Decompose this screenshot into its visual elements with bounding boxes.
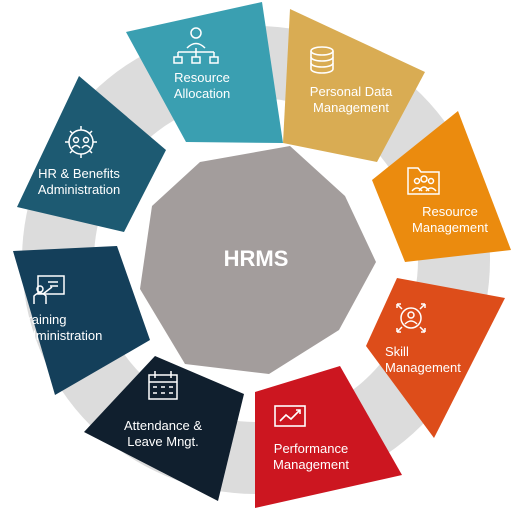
org-chart-icon [173,27,219,64]
label-line: Management [313,100,389,115]
label-line: HR & Benefits [38,166,120,181]
hub-title: HRMS [223,246,289,271]
label-line: Performance [273,441,349,456]
label-line: Leave Mngt. [127,434,199,449]
calendar-icon [148,371,178,400]
label-attendance-leave: Attendance & Leave Mngt. [98,418,228,450]
segment-attendance-leave[interactable] [84,356,244,501]
label-line: Administration [37,182,121,197]
label-training-administration: Training Administration [20,312,140,344]
segment-performance-management[interactable] [255,366,402,508]
label-line: Management [412,220,488,235]
segment-resource-allocation[interactable] [126,2,283,143]
label-line: Personal Data [309,84,393,99]
label-line: Allocation [173,86,231,101]
label-line: Management [273,457,349,472]
segment-resource-management[interactable] [372,111,511,262]
label-personal-data: Personal Data Management [286,84,416,116]
folder-users-icon [407,167,440,195]
segment-training-administration[interactable] [13,246,150,395]
label-line: Skill [385,344,409,359]
label-hr-benefits: HR & Benefits Administration [14,166,144,198]
label-line: Training [20,312,67,327]
label-performance-management: Performance Management [246,441,376,473]
label-skill-management: Skill Management [357,344,495,376]
label-line: Management [385,360,461,375]
label-line: Administration [20,328,103,343]
label-line: Resource [422,204,478,219]
label-line: Attendance & [123,418,203,433]
target-person-icon [396,303,426,333]
database-icon [310,46,334,74]
gear-people-icon [65,126,97,158]
presentation-icon [33,275,65,304]
label-resource-management: Resource Management [385,204,512,236]
trend-chart-icon [274,405,306,427]
label-line: Resource [174,70,230,85]
hub-octagon [140,146,376,374]
segment-hr-benefits[interactable] [17,76,166,232]
label-resource-allocation: Resource Allocation [137,70,267,102]
